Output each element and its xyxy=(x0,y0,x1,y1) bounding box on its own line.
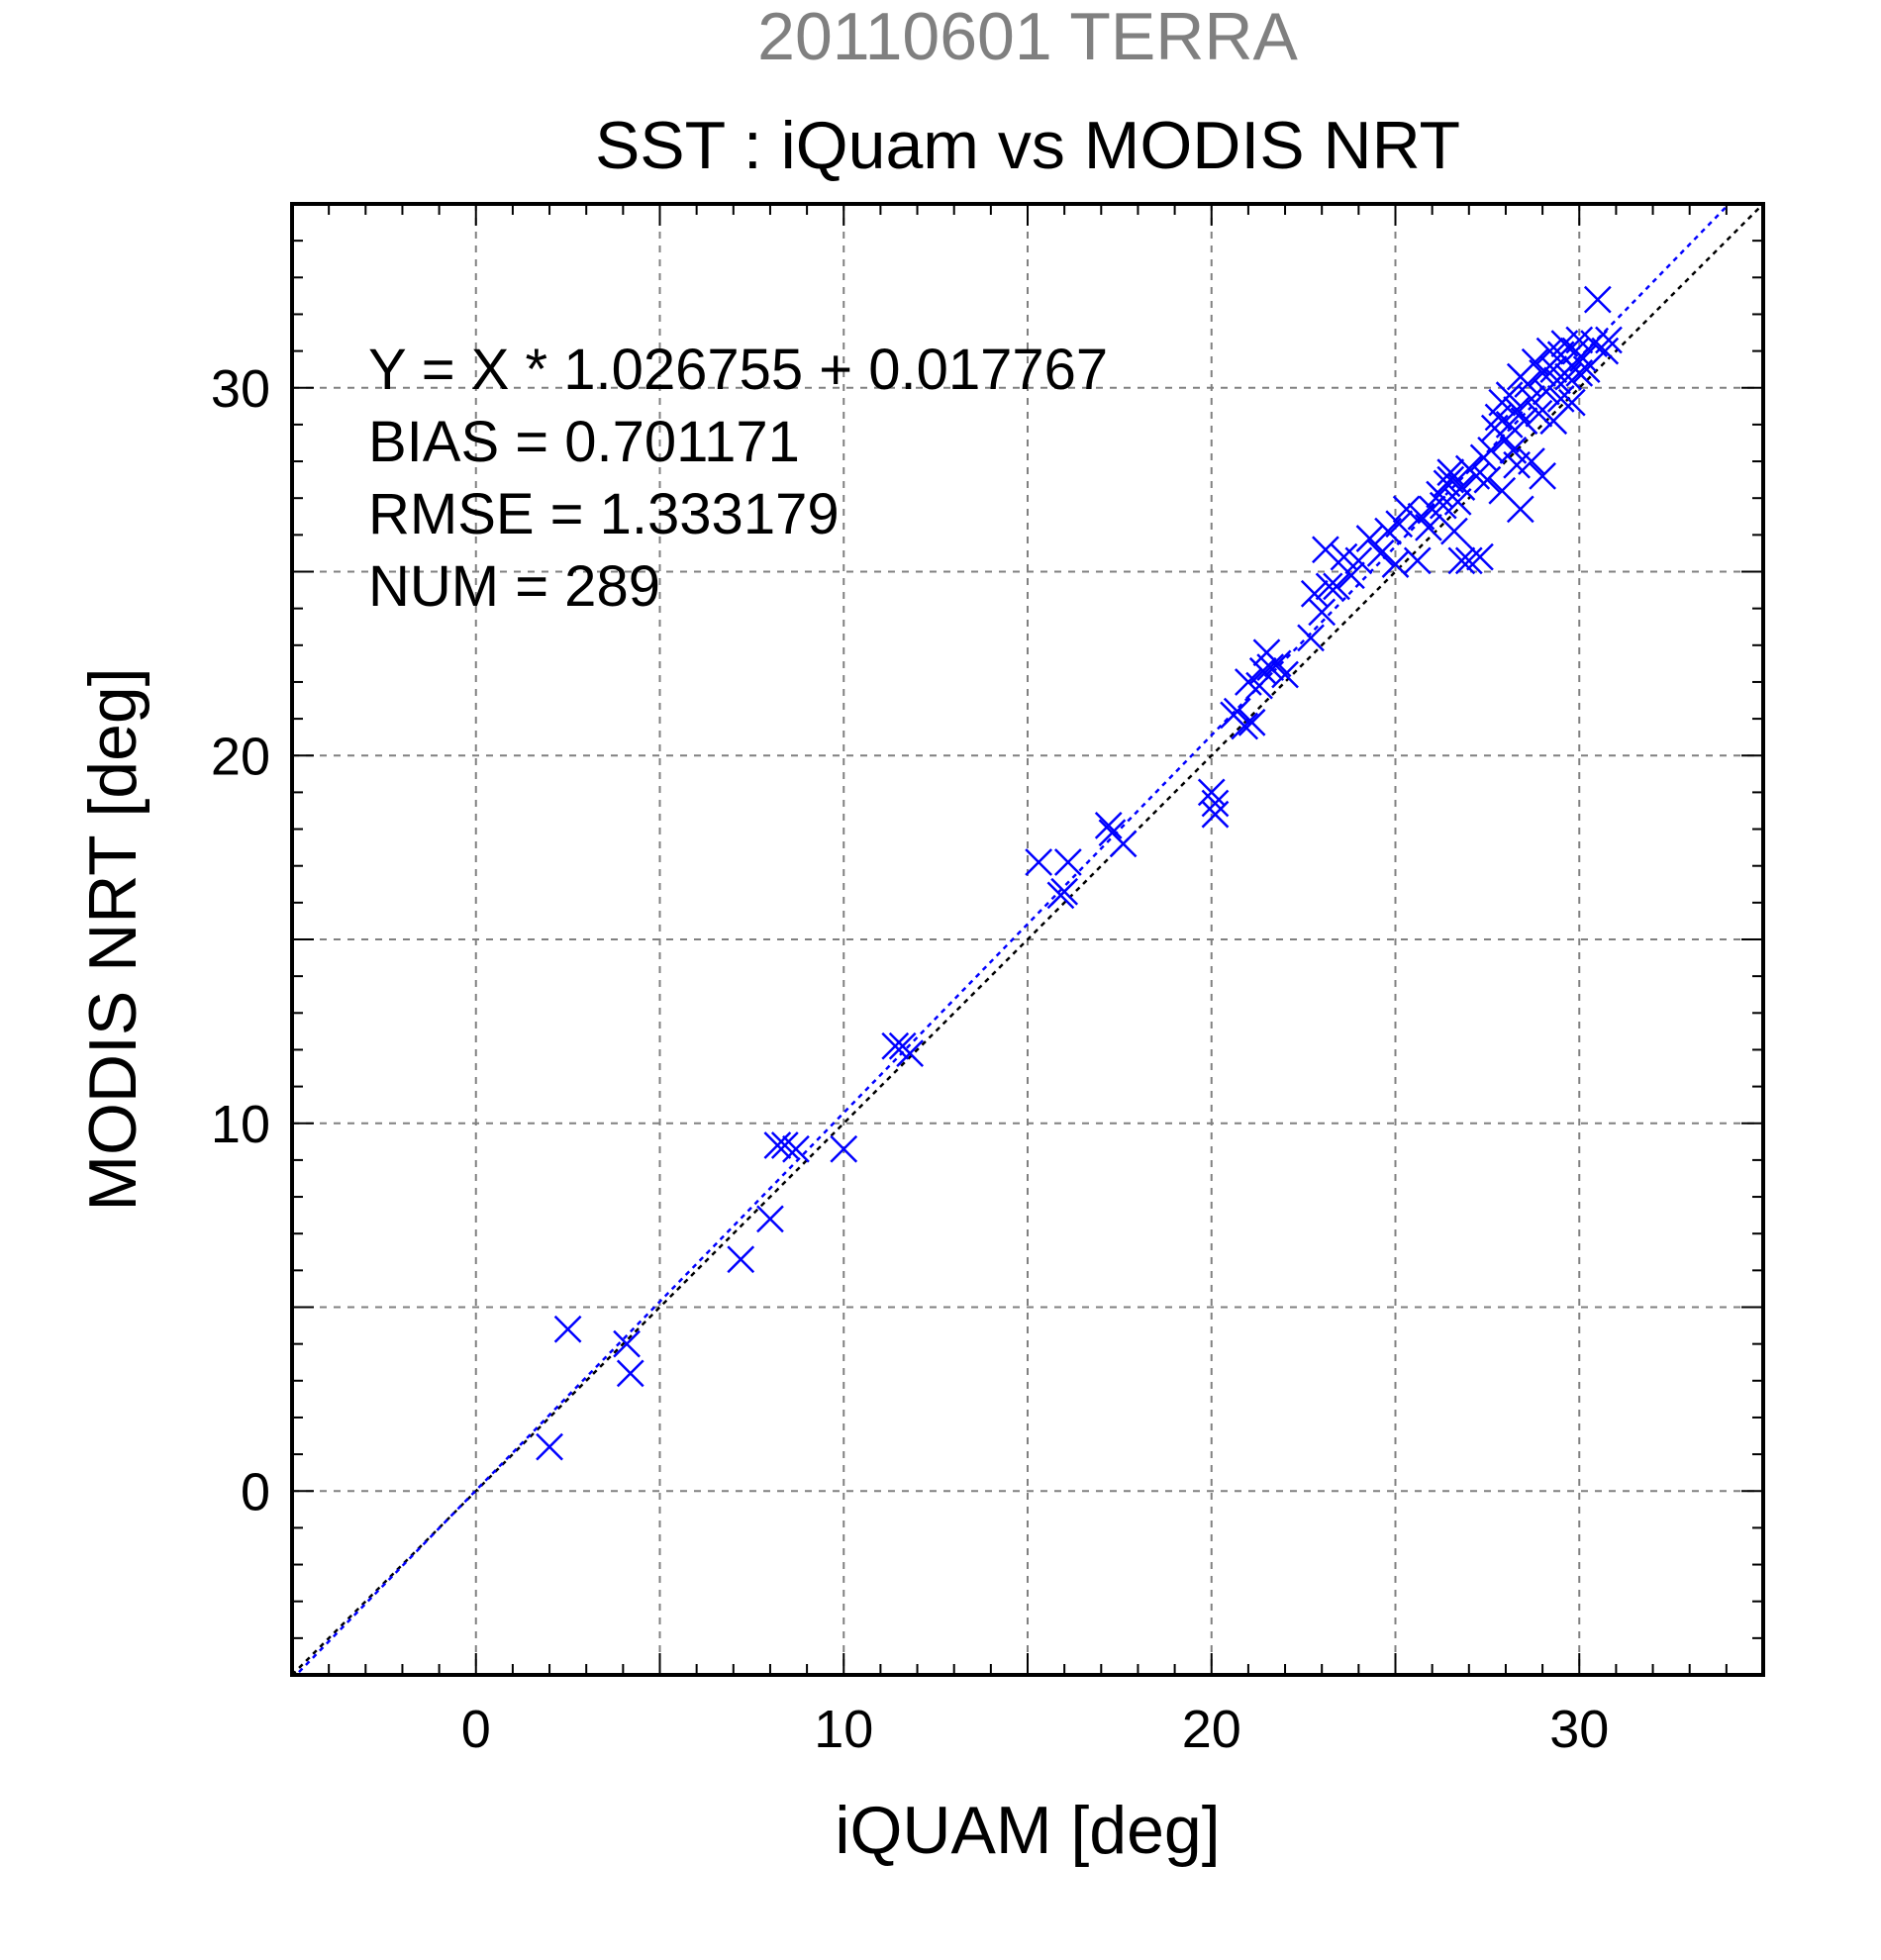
x-tick-label: 10 xyxy=(814,1700,873,1759)
scatter-point xyxy=(1506,495,1534,524)
scatter-point xyxy=(1053,848,1082,876)
scatter-point xyxy=(1415,514,1442,541)
scatter-point xyxy=(1231,712,1259,740)
scatter-points xyxy=(536,285,1623,1461)
bias-label: BIAS = 0.701171 xyxy=(368,410,800,474)
scatter-point xyxy=(1539,355,1568,384)
scatter-point xyxy=(1201,789,1230,818)
scatter-point xyxy=(1546,385,1575,413)
scatter-point xyxy=(1323,572,1350,601)
scatter-point xyxy=(1569,344,1597,372)
scatter-point xyxy=(1535,337,1564,365)
scatter-point xyxy=(536,1432,563,1461)
scatter-point xyxy=(1223,697,1251,726)
scatter-point xyxy=(1109,830,1138,858)
x-tick-label: 0 xyxy=(461,1700,491,1759)
scatter-point xyxy=(1366,539,1395,567)
scatter-point xyxy=(1235,668,1262,696)
scatter-point xyxy=(1595,326,1623,354)
scatter-point xyxy=(1300,579,1329,608)
scatter-point xyxy=(1440,517,1468,545)
stats-annotations: Y = X * 1.026755 + 0.017767 BIAS = 0.701… xyxy=(368,338,1108,619)
scatter-point xyxy=(1385,510,1414,539)
scatter-point xyxy=(1271,660,1299,689)
scatter-point xyxy=(616,1359,644,1388)
scatter-point xyxy=(1466,542,1494,571)
scatter-point xyxy=(881,1031,910,1060)
scatter-point xyxy=(1238,708,1266,736)
scatter-point xyxy=(1418,495,1446,524)
scatter-point xyxy=(1201,800,1230,829)
rmse-label: RMSE = 1.333179 xyxy=(368,482,840,546)
y-tick-label: 30 xyxy=(211,359,270,419)
scatter-point xyxy=(1529,462,1556,490)
scatter-point xyxy=(613,1329,641,1358)
scatter-point xyxy=(1473,465,1502,494)
scatter-point xyxy=(727,1245,755,1274)
scatter-point xyxy=(1518,385,1545,413)
plot-frame xyxy=(290,202,1765,1677)
scatter-point xyxy=(1308,598,1336,627)
scatter-point xyxy=(1454,546,1483,575)
scatter-point xyxy=(1337,561,1365,590)
scatter-point xyxy=(782,1134,810,1163)
scatter-point xyxy=(1462,462,1491,490)
scatter-point xyxy=(1344,546,1373,575)
y-axis-label: MODIS NRT [deg] xyxy=(75,667,150,1211)
fit-equation-label: Y = X * 1.026755 + 0.017767 xyxy=(368,338,1108,402)
scatter-point xyxy=(1557,388,1586,417)
x-tick-label: 20 xyxy=(1182,1700,1241,1759)
scatter-point xyxy=(1447,546,1476,575)
scatter-point xyxy=(1525,399,1553,428)
scatter-point xyxy=(1591,337,1620,365)
scatter-point xyxy=(1197,778,1226,807)
num-label: NUM = 289 xyxy=(368,554,660,619)
scatter-point xyxy=(1050,877,1079,906)
scatter-point xyxy=(1447,473,1476,501)
scatter-point xyxy=(1477,437,1505,464)
scatter-point xyxy=(1381,550,1410,578)
scatter-point xyxy=(1025,848,1053,876)
scatter-point xyxy=(1355,525,1384,552)
y-tick-label: 0 xyxy=(241,1462,270,1521)
scatter-point xyxy=(1518,447,1545,475)
scatter-point xyxy=(770,1131,799,1159)
scatter-point xyxy=(1554,362,1582,391)
scatter-point xyxy=(1583,285,1612,314)
scatter-point xyxy=(553,1315,582,1343)
scatter-point xyxy=(1315,572,1343,601)
scatter-point xyxy=(756,1205,784,1233)
chart-title: SST : iQuam vs MODIS NRT xyxy=(595,108,1460,183)
regression-line xyxy=(294,204,1732,1675)
scatter-point xyxy=(1403,546,1432,575)
scatter-point xyxy=(830,1134,858,1163)
x-tick-label: 30 xyxy=(1549,1700,1609,1759)
x-tick-labels: 0 10 20 30 xyxy=(461,1700,1610,1759)
y-tick-label: 10 xyxy=(211,1095,270,1154)
chart-supertitle: 20110601 TERRA xyxy=(757,0,1298,74)
scatter-point xyxy=(1312,536,1339,564)
scatter-point xyxy=(1094,811,1123,839)
scatter-point xyxy=(1510,407,1538,436)
scatter-point xyxy=(1256,653,1285,681)
scatter-point xyxy=(1392,495,1421,524)
scatter-point xyxy=(1297,624,1325,652)
one-to-one-line xyxy=(292,204,1763,1675)
y-tick-labels: 0 10 20 30 xyxy=(211,359,270,1522)
scatter-point xyxy=(1248,656,1277,685)
scatter-point xyxy=(763,1131,792,1159)
scatter-point xyxy=(896,1039,925,1068)
scatter-point xyxy=(1436,458,1465,487)
x-axis-label: iQUAM [deg] xyxy=(835,1793,1220,1868)
y-tick-label: 20 xyxy=(211,727,270,786)
reference-lines xyxy=(292,204,1763,1675)
